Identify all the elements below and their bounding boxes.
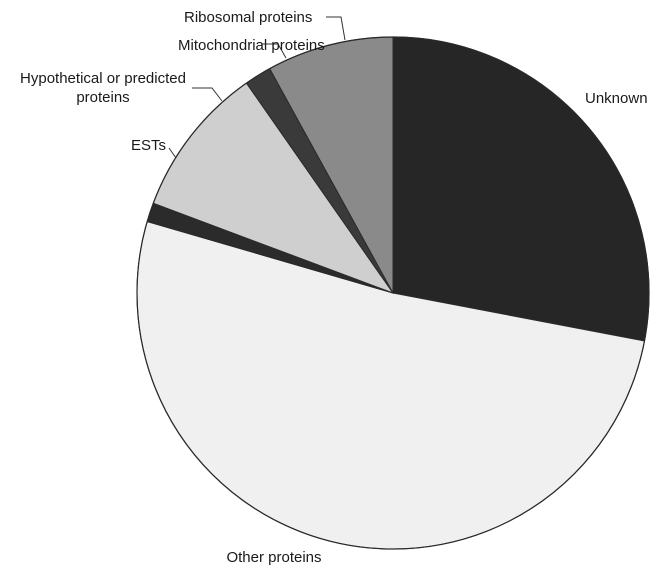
label-leaders (168, 16, 346, 159)
slice-label-line: Unknown (585, 90, 648, 107)
pie-slices (136, 36, 650, 550)
slice-label-line: Other proteins (226, 549, 321, 565)
pie-slice-unknown (392, 36, 650, 342)
pie-outline (136, 36, 650, 550)
slice-label-ests: ESTs (131, 137, 166, 154)
leader-line-ests (168, 147, 177, 159)
slice-label-line: proteins (76, 89, 129, 106)
slice-label-line: Mitochondrial proteins (178, 37, 325, 54)
slice-label-unknown: Unknown (585, 90, 648, 107)
slice-labels: Unknown Other proteins ESTs Hypothetical or… (20, 9, 648, 565)
slice-label-ribosomal-proteins: Ribosomal proteins (184, 9, 312, 26)
slice-label-line: Ribosomal proteins (184, 9, 312, 26)
slice-label-line: ESTs (131, 137, 166, 154)
leader-line-hypothetical-or-predicted-proteins (192, 87, 223, 102)
slice-label-other-proteins: Other proteins (226, 549, 321, 565)
leader-line-ribosomal-proteins (326, 16, 346, 41)
leader-line-mitochondrial-proteins (262, 43, 287, 59)
slice-label-hypothetical-or-predicted-proteins: Hypothetical or predicted proteins (20, 70, 186, 106)
slice-label-line: Hypothetical or predicted (20, 70, 186, 87)
slice-label-mitochondrial-proteins: Mitochondrial proteins (178, 37, 325, 54)
